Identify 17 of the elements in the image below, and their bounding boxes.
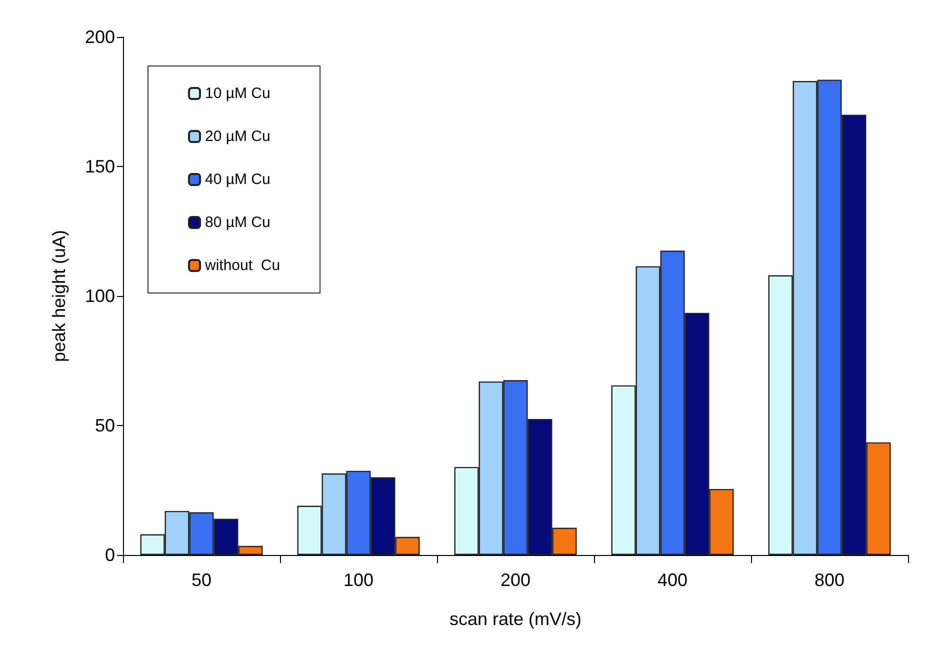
legend-label: 80 µM Cu — [205, 214, 270, 231]
x-tick-label: 100 — [343, 570, 374, 590]
legend-label: 40 µM Cu — [205, 171, 270, 188]
y-axis-title: peak height (uA) — [49, 230, 69, 362]
y-tick-label: 200 — [84, 27, 115, 47]
legend-label: 10 µM Cu — [205, 85, 270, 102]
x-axis-title: scan rate (mV/s) — [449, 609, 582, 629]
y-tick-label: 100 — [84, 286, 115, 306]
y-tick-label: 0 — [104, 545, 115, 565]
x-tick-label: 50 — [191, 570, 212, 590]
legend-label: without Cu — [204, 257, 280, 274]
legend-label: 20 µM Cu — [205, 128, 270, 145]
y-tick-label: 50 — [94, 416, 115, 436]
x-tick-label: 200 — [500, 570, 531, 590]
x-tick-label: 800 — [814, 570, 845, 590]
y-tick-label: 150 — [84, 156, 115, 176]
x-tick-label: 400 — [657, 570, 688, 590]
